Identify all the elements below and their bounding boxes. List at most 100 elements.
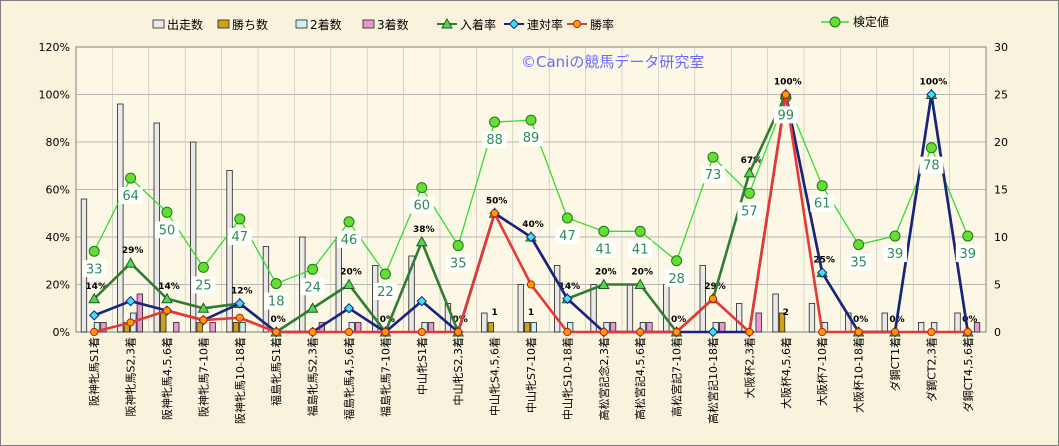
kentei-label-bg (409, 196, 434, 214)
rate-label: 14% (559, 282, 581, 292)
marker-勝率-0 (90, 327, 99, 337)
marker-検定値-13 (561, 212, 573, 224)
count-label: 2 (783, 308, 789, 318)
bar-3着数-9 (427, 322, 435, 333)
kentei-label: 64 (122, 189, 139, 204)
marker-勝率-22 (890, 327, 900, 337)
category-label: 大阪杯7-10着 (815, 337, 829, 406)
marker-勝率-1 (126, 318, 135, 327)
category-label: ダ鋼CT1着 (888, 337, 902, 391)
rate-label: 20% (340, 268, 362, 278)
marker-連対率-9 (416, 295, 428, 307)
kentei-label: 57 (741, 204, 758, 219)
bar-出走数-15 (626, 284, 634, 333)
kentei-label: 89 (523, 131, 540, 146)
legend-swatch-3着数 (362, 19, 375, 29)
left-tick-label: 120% (39, 41, 70, 54)
marker-検定値-10 (452, 240, 464, 252)
marker-勝率-24 (963, 327, 972, 337)
marker-勝率-15 (636, 327, 645, 337)
bar-勝ち数-19 (778, 312, 786, 333)
rate-label: 0% (380, 315, 395, 325)
right-tick-label: 15 (994, 184, 1008, 197)
marker-勝率-7 (344, 327, 354, 337)
kentei-label: 39 (960, 247, 977, 262)
kentei-label-bg (82, 260, 107, 278)
marker-勝率-11 (490, 209, 499, 218)
marker-勝率-17 (708, 294, 718, 303)
marker-検定値-20 (816, 180, 828, 192)
legend-swatch-出走数 (152, 19, 165, 29)
bar-出走数-23 (918, 322, 925, 333)
bar-出走数-17 (699, 265, 706, 333)
marker-連対率-12 (525, 231, 537, 243)
marker-入着率-7 (343, 278, 355, 289)
rate-label: 14% (85, 282, 107, 292)
bar-3着数-2 (173, 322, 180, 333)
bar-出走数-22 (881, 312, 888, 333)
kentei-label-bg (846, 253, 871, 271)
kentei-label-bg (118, 187, 143, 205)
marker-勝率-14 (599, 327, 608, 337)
watermark: ©Caniの競馬データ研究室 (521, 53, 704, 71)
marker-入着率-14 (597, 278, 610, 289)
kentei-label: 41 (596, 242, 613, 257)
rate-label: 29% (122, 246, 144, 256)
rate-label: 20% (631, 268, 653, 278)
marker-連対率-20 (816, 267, 828, 278)
bar-勝ち数-4 (232, 322, 240, 333)
category-label: 中山牝S2,3着 (451, 337, 465, 405)
marker-検定値-1 (125, 172, 137, 184)
kentei-label: 50 (159, 223, 176, 238)
kentei-label-bg (482, 131, 507, 149)
bar-勝ち数-2 (160, 312, 167, 333)
bar-出走数-7 (335, 236, 342, 333)
marker-連対率-4 (234, 298, 246, 309)
left-tick-label: 40% (46, 231, 70, 244)
right-tick-label: 0 (994, 326, 1001, 339)
marker-検定値-16 (671, 255, 683, 267)
category-label: 中山牝S10-18着 (560, 337, 574, 420)
right-tick-label: 25 (994, 89, 1008, 102)
kentei-label: 35 (850, 256, 867, 271)
kentei-label-bg (337, 230, 361, 248)
bar-勝ち数-11 (487, 322, 495, 333)
marker-勝率-6 (308, 327, 317, 337)
marker-検定値-9 (416, 182, 428, 194)
category-label: 福島牝馬4,5,6着 (342, 337, 356, 420)
category-label: 阪神牝馬S1着 (87, 337, 101, 406)
kentei-label: 60 (414, 199, 431, 214)
rate-label: 50% (486, 196, 508, 206)
bar-出走数-16 (663, 284, 670, 333)
rate-label: 25% (813, 256, 835, 266)
marker-勝率-18 (745, 327, 754, 337)
bar-3着数-3 (209, 322, 216, 333)
marker-勝率-23 (927, 327, 936, 337)
marker-勝率-13 (563, 327, 572, 337)
count-label: 1 (528, 308, 534, 318)
category-label: 阪神牝馬10-18着 (233, 337, 247, 424)
marker-検定値-18 (743, 187, 755, 199)
marker-検定値-15 (634, 225, 646, 237)
marker-連対率-17 (707, 326, 719, 338)
marker-検定値-23 (925, 142, 937, 154)
marker-勝率-10 (454, 327, 463, 337)
kentei-label-bg (737, 202, 762, 220)
marker-入着率-9 (415, 235, 428, 247)
marker-検定値-2 (161, 206, 173, 218)
kentei-label: 35 (450, 257, 467, 272)
marker-入着率-6 (306, 302, 319, 313)
legend-swatch-勝ち数 (217, 19, 230, 29)
rate-label: 40% (522, 220, 544, 230)
left-tick-label: 0% (53, 326, 70, 339)
kentei-label: 22 (377, 285, 394, 300)
marker-検定値-4 (234, 213, 246, 225)
kentei-label-bg (555, 227, 580, 244)
marker-勝率-5 (272, 327, 281, 337)
bar-3着数-1 (136, 293, 144, 333)
left-tick-label: 80% (46, 136, 70, 149)
marker-検定値-0 (88, 245, 100, 257)
marker-検定値-14 (598, 225, 610, 237)
category-label: 福島牝馬7-10着 (378, 337, 392, 417)
bar-出走数-24 (954, 312, 961, 333)
